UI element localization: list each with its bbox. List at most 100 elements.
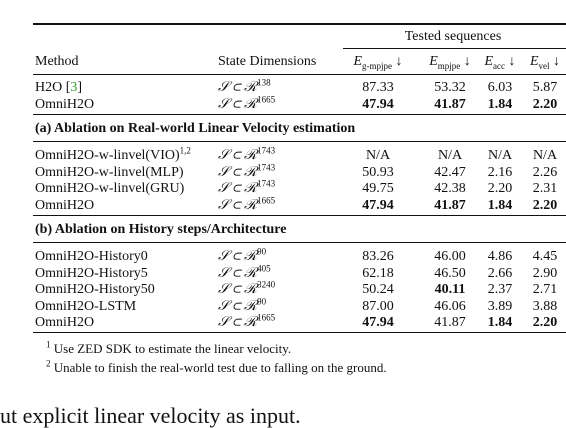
state-dim: 1743 [257,178,276,189]
value-text: 83.26 [362,249,394,264]
value-cell: N/A [438,148,462,164]
value-cell: 41.87 [434,97,466,113]
body-text: ut explicit linear velocity as input. [0,403,301,428]
column-header: State Dimensions [218,54,316,70]
value-text: 2.20 [487,181,513,196]
value-text: 5.87 [532,80,558,95]
rule [33,331,566,333]
value-cell: 41.87 [434,315,466,331]
value-text: 50.24 [362,282,394,297]
method-cell: OmniH2O-History0 [35,249,148,265]
value-text: 2.16 [487,164,513,180]
column-header: Empjpe ↓ [429,54,471,70]
value-cell: 53.32 [434,80,466,96]
state-cell: 𝒮 ⊂ ℛ3240 [218,279,276,298]
footnote-text: Use ZED SDK to estimate the linear veloc… [53,340,292,356]
value-text: 1.84 [487,197,513,213]
value-text: 4.86 [487,249,513,264]
method-cell: H2O [3] [35,80,82,96]
state-set: 𝒮 ⊂ ℛ [218,249,258,264]
trailing-text: ut explicit linear velocity as input. [0,404,301,428]
state-set: 𝒮 ⊂ ℛ [218,164,258,180]
value-text: 2.26 [532,164,558,180]
state-dim: 1665 [257,93,276,104]
state-cell: 𝒮 ⊂ ℛ405 [218,262,271,282]
value-cell: 3.89 [488,299,513,315]
state-set: 𝒮 ⊂ ℛ [218,80,258,95]
value-cell: 46.00 [434,249,466,265]
value-text: 1.84 [487,96,513,112]
value-cell: 3.88 [533,299,558,315]
footnote-mark: 2 [46,358,51,369]
method-cell: OmniH2O [35,97,94,113]
metric-subscript: acc [493,60,506,71]
value-cell: 47.94 [362,315,394,331]
method-cell: OmniH2O-History50 [35,282,155,298]
value-text: N/A [437,148,463,163]
value-cell: 50.93 [362,165,394,181]
value-text: 40.11 [434,282,466,297]
state-dim: 1743 [257,161,276,172]
value-cell: 2.71 [533,282,558,298]
value-text: 87.33 [362,80,394,95]
metric-symbol: E [529,54,539,69]
value-text: 2.20 [532,315,558,330]
column-header: Eacc ↓ [484,54,515,70]
method-cell: OmniH2O-w-linvel(VIO)1,2 [35,146,191,164]
state-set: 𝒮 ⊂ ℛ [218,298,258,314]
value-cell: 50.24 [362,282,394,298]
metric-arrow: ↓ [508,54,516,69]
value-text: 87.00 [362,298,394,314]
method-name: OmniH2O [35,315,95,330]
section-title-text: (b) Ablation on History steps/Architectu… [35,222,287,237]
rule [33,114,566,115]
value-text: 47.94 [362,96,394,112]
state-set: 𝒮 ⊂ ℛ [218,315,258,330]
metric-subscript: mpjpe [437,60,461,71]
rule [33,74,566,75]
value-text: 62.18 [362,265,394,281]
state-dim: 90 [257,295,267,306]
value-cell: 2.16 [488,165,513,181]
value-cell: N/A [366,148,390,164]
value-text: 6.03 [487,80,513,95]
method-name: OmniH2O-w-linvel(VIO) [35,148,180,163]
value-text: 49.75 [362,181,394,196]
method-name: OmniH2O-History0 [35,249,148,264]
state-set: 𝒮 ⊂ ℛ [218,197,258,213]
state-cell: 𝒮 ⊂ ℛ1743 [218,178,276,197]
value-cell: 2.37 [488,282,513,298]
value-text: 47.94 [362,315,394,330]
state-cell: 𝒮 ⊂ ℛ1665 [218,195,275,214]
value-cell: 2.20 [533,97,558,113]
value-cell: 5.87 [533,80,558,96]
value-text: 3.88 [532,298,558,314]
method-cell: OmniH2O [35,198,94,214]
value-cell: N/A [533,148,557,164]
value-text: N/A [487,148,513,163]
value-text: 2.66 [487,265,513,281]
value-cell: 2.26 [533,165,558,181]
value-cell: 1.84 [488,198,513,214]
value-cell: 2.31 [533,181,558,197]
column-label: Method [35,54,79,69]
state-dim: 405 [257,262,271,273]
value-cell: 1.84 [488,315,513,331]
value-cell: 87.33 [362,80,394,96]
value-text: N/A [532,148,558,163]
value-cell: 46.06 [434,299,466,315]
value-cell: 6.03 [488,80,513,96]
state-set: 𝒮 ⊂ ℛ [218,148,258,163]
value-text: 53.32 [434,80,466,95]
state-set: 𝒮 ⊂ ℛ [218,282,258,297]
value-cell: 83.26 [362,249,394,265]
rule [33,215,566,216]
state-set: 𝒮 ⊂ ℛ [218,181,258,196]
value-cell: 42.38 [434,181,466,197]
section-title: (a) Ablation on Real-world Linear Veloci… [35,121,355,137]
metric-arrow: ↓ [463,54,471,69]
metric-symbol: E [484,54,494,69]
section-title-text: (a) Ablation on Real-world Linear Veloci… [35,121,356,136]
state-dim: 3240 [257,279,276,290]
value-text: 47.94 [362,197,394,213]
